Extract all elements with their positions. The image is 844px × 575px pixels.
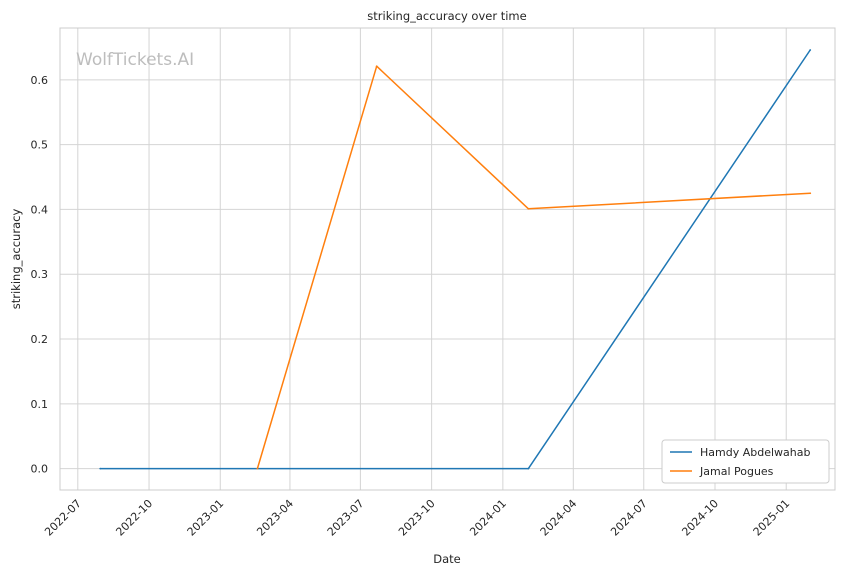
x-tick-label: 2025-01: [751, 497, 793, 539]
y-tick-label: 0.2: [31, 333, 49, 346]
x-tick-label: 2022-10: [113, 497, 155, 539]
x-axis-ticks: 2022-07 2022-10 2023-01 2023-04 2023-07 2023-…: [42, 497, 792, 539]
x-tick-label: 2024-10: [679, 497, 721, 539]
x-tick-label: 2024-04: [538, 497, 580, 539]
chart-title: striking_accuracy over time: [367, 9, 526, 23]
y-axis-ticks: 0.0 0.1 0.2 0.3 0.4 0.5 0.6: [31, 74, 49, 476]
data-point-hamdy-abdelwahab: [527, 467, 530, 470]
legend-label-hamdy-abdelwahab: Hamdy Abdelwahab: [700, 446, 810, 459]
data-point-jamal-pogues: [375, 65, 378, 68]
data-point-hamdy-abdelwahab: [99, 467, 102, 470]
x-tick-label: 2023-01: [185, 497, 227, 539]
y-tick-label: 0.5: [31, 139, 49, 152]
y-tick-label: 0.0: [31, 463, 49, 476]
legend-label-jamal-pogues: Jamal Pogues: [699, 465, 774, 478]
plot-area: [59, 27, 836, 491]
grid: [60, 28, 835, 490]
legend-box: [661, 439, 830, 484]
y-axis-label: striking_accuracy: [9, 209, 23, 310]
x-tick-label: 2024-01: [467, 497, 509, 539]
x-tick-label: 2023-10: [396, 497, 438, 539]
data-point-jamal-pogues: [527, 207, 530, 210]
data-point-jamal-pogues: [809, 192, 812, 195]
x-tick-label: 2022-07: [42, 497, 84, 539]
x-axis-label: Date: [433, 552, 461, 566]
series-line-hamdy-abdelwahab: [100, 49, 811, 470]
watermark: WolfTickets.AI: [76, 50, 194, 70]
series-lines: [99, 49, 812, 470]
series-line-jamal-pogues: [256, 65, 811, 469]
x-tick-label: 2023-07: [325, 497, 367, 539]
y-tick-label: 0.6: [31, 74, 49, 87]
y-tick-label: 0.3: [31, 268, 49, 281]
y-tick-label: 0.4: [31, 203, 49, 216]
legend: Hamdy Abdelwahab Jamal Pogues: [661, 439, 830, 484]
data-point-jamal-pogues: [256, 467, 259, 470]
data-point-hamdy-abdelwahab: [809, 49, 812, 51]
x-tick-label: 2023-04: [254, 497, 296, 539]
y-tick-label: 0.1: [31, 398, 49, 411]
x-tick-label: 2024-07: [608, 497, 650, 539]
